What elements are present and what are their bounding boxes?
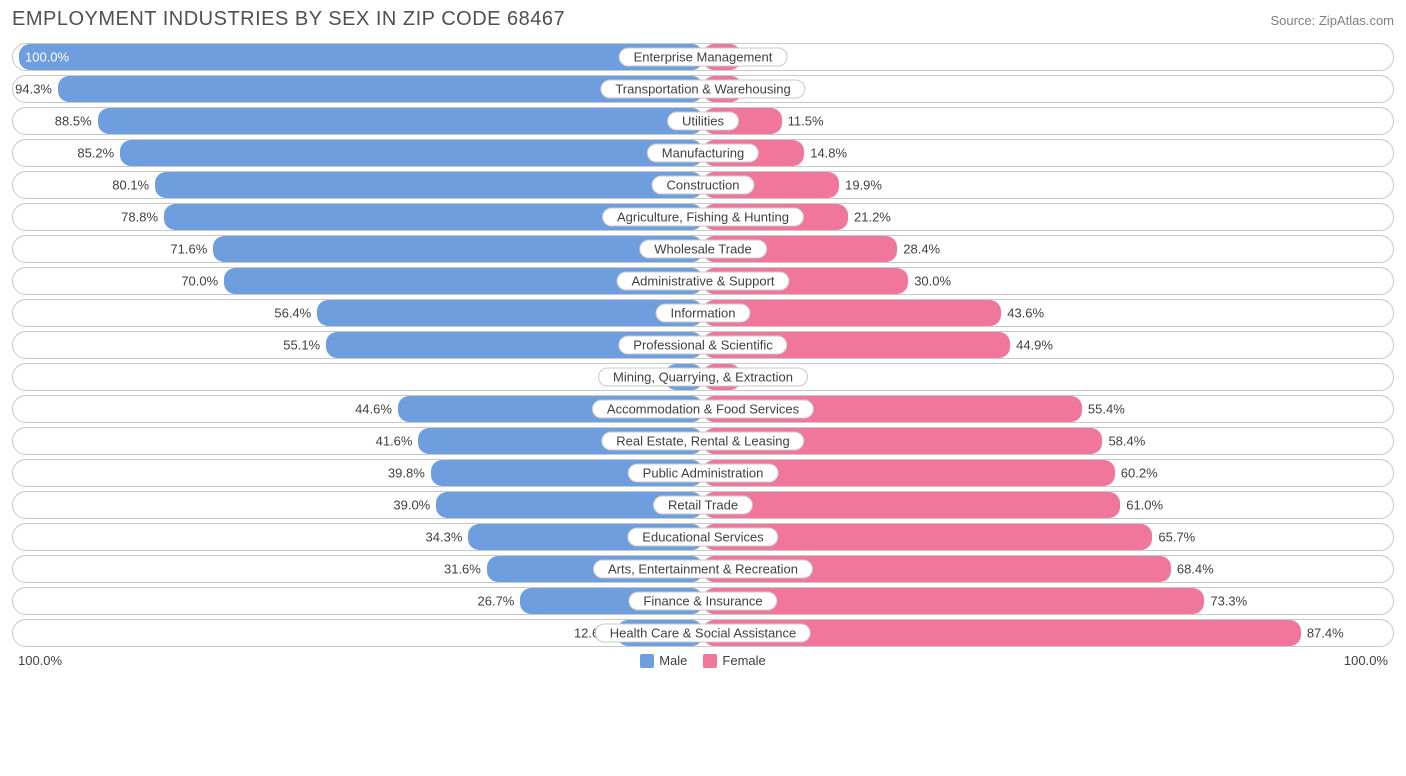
male-swatch xyxy=(640,654,654,668)
female-pct-label: 19.9% xyxy=(845,178,882,193)
chart-row: 39.0% 61.0% Retail Trade xyxy=(12,491,1394,519)
female-pct-label: 14.8% xyxy=(810,146,847,161)
chart-row: 39.8% 60.2% Public Administration xyxy=(12,459,1394,487)
male-pct-label: 41.6% xyxy=(376,434,413,449)
chart-row: 94.3%5.7%Transportation & Warehousing xyxy=(12,75,1394,103)
chart-row: 88.5% 11.5% Utilities xyxy=(12,107,1394,135)
female-pct-label: 55.4% xyxy=(1088,402,1125,417)
male-pct-label: 26.7% xyxy=(478,594,515,609)
female-pct-label: 73.3% xyxy=(1210,594,1247,609)
diverging-bar-chart: 100.0%0.0%Enterprise Management 94.3%5.7%… xyxy=(12,43,1394,647)
female-bar xyxy=(703,492,1120,518)
legend-female: Female xyxy=(703,653,765,668)
female-pct-label: 87.4% xyxy=(1307,626,1344,641)
category-label: Wholesale Trade xyxy=(639,240,767,259)
category-label: Administrative & Support xyxy=(616,272,789,291)
male-pct-label: 85.2% xyxy=(77,146,114,161)
chart-row: 85.2% 14.8% Manufacturing xyxy=(12,139,1394,167)
female-swatch xyxy=(703,654,717,668)
chart-header: EMPLOYMENT INDUSTRIES BY SEX IN ZIP CODE… xyxy=(12,8,1394,31)
male-pct-label: 71.6% xyxy=(170,242,207,257)
male-bar xyxy=(213,236,703,262)
male-pct-label: 94.3% xyxy=(15,82,52,97)
legend-female-label: Female xyxy=(722,653,765,668)
female-pct-label: 30.0% xyxy=(914,274,951,289)
chart-row: 71.6% 28.4% Wholesale Trade xyxy=(12,235,1394,263)
category-label: Arts, Entertainment & Recreation xyxy=(593,560,813,579)
chart-row: 41.6% 58.4% Real Estate, Rental & Leasing xyxy=(12,427,1394,455)
female-pct-label: 43.6% xyxy=(1007,306,1044,321)
female-bar xyxy=(703,588,1204,614)
category-label: Educational Services xyxy=(627,528,778,547)
category-label: Public Administration xyxy=(628,464,779,483)
category-label: Real Estate, Rental & Leasing xyxy=(601,432,804,451)
male-bar xyxy=(155,172,703,198)
male-pct-label: 31.6% xyxy=(444,562,481,577)
female-pct-label: 58.4% xyxy=(1108,434,1145,449)
category-label: Retail Trade xyxy=(653,496,753,515)
male-bar xyxy=(98,108,703,134)
female-pct-label: 44.9% xyxy=(1016,338,1053,353)
chart-row: 100.0%0.0%Enterprise Management xyxy=(12,43,1394,71)
male-pct-label: 44.6% xyxy=(355,402,392,417)
chart-row: 80.1% 19.9% Construction xyxy=(12,171,1394,199)
chart-row: 70.0% 30.0% Administrative & Support xyxy=(12,267,1394,295)
axis-left-label: 100.0% xyxy=(18,653,62,668)
male-pct-label: 39.8% xyxy=(388,466,425,481)
legend: Male Female xyxy=(640,653,766,668)
category-label: Accommodation & Food Services xyxy=(592,400,814,419)
male-bar xyxy=(19,44,703,70)
female-pct-label: 65.7% xyxy=(1158,530,1195,545)
chart-row: 55.1% 44.9% Professional & Scientific xyxy=(12,331,1394,359)
category-label: Utilities xyxy=(667,112,739,131)
category-label: Agriculture, Fishing & Hunting xyxy=(602,208,804,227)
chart-row: 31.6% 68.4% Arts, Entertainment & Recreati… xyxy=(12,555,1394,583)
chart-row: 56.4% 43.6% Information xyxy=(12,299,1394,327)
chart-row: 78.8% 21.2% Agriculture, Fishing & Hunting xyxy=(12,203,1394,231)
female-pct-label: 61.0% xyxy=(1126,498,1163,513)
male-bar xyxy=(317,300,703,326)
male-pct-label: 39.0% xyxy=(393,498,430,513)
chart-footer: 100.0% Male Female 100.0% xyxy=(12,653,1394,668)
male-pct-label: 56.4% xyxy=(274,306,311,321)
male-bar xyxy=(120,140,703,166)
chart-row: 26.7% 73.3% Finance & Insurance xyxy=(12,587,1394,615)
axis-right-label: 100.0% xyxy=(1344,653,1388,668)
chart-title: EMPLOYMENT INDUSTRIES BY SEX IN ZIP CODE… xyxy=(12,8,565,31)
category-label: Finance & Insurance xyxy=(628,592,777,611)
category-label: Construction xyxy=(652,176,755,195)
male-pct-label: 88.5% xyxy=(55,114,92,129)
legend-male: Male xyxy=(640,653,687,668)
male-pct-label: 78.8% xyxy=(121,210,158,225)
female-pct-label: 68.4% xyxy=(1177,562,1214,577)
category-label: Transportation & Warehousing xyxy=(600,80,805,99)
chart-row: 12.6%87.4%Health Care & Social Assistanc… xyxy=(12,619,1394,647)
legend-male-label: Male xyxy=(659,653,687,668)
category-label: Information xyxy=(655,304,750,323)
female-pct-label: 28.4% xyxy=(903,242,940,257)
category-label: Professional & Scientific xyxy=(618,336,787,355)
chart-row: 34.3% 65.7% Educational Services xyxy=(12,523,1394,551)
chart-source: Source: ZipAtlas.com xyxy=(1270,13,1394,28)
chart-row: 0.0%0.0%Mining, Quarrying, & Extraction xyxy=(12,363,1394,391)
female-pct-label: 60.2% xyxy=(1121,466,1158,481)
female-pct-label: 11.5% xyxy=(788,114,824,129)
male-pct-label: 70.0% xyxy=(181,274,218,289)
male-pct-label: 100.0% xyxy=(25,50,69,65)
female-pct-label: 21.2% xyxy=(854,210,891,225)
male-pct-label: 80.1% xyxy=(112,178,149,193)
category-label: Enterprise Management xyxy=(619,48,788,67)
category-label: Manufacturing xyxy=(647,144,759,163)
category-label: Mining, Quarrying, & Extraction xyxy=(598,368,808,387)
male-pct-label: 55.1% xyxy=(283,338,320,353)
male-pct-label: 34.3% xyxy=(426,530,463,545)
category-label: Health Care & Social Assistance xyxy=(595,624,811,643)
chart-row: 44.6% 55.4% Accommodation & Food Services xyxy=(12,395,1394,423)
